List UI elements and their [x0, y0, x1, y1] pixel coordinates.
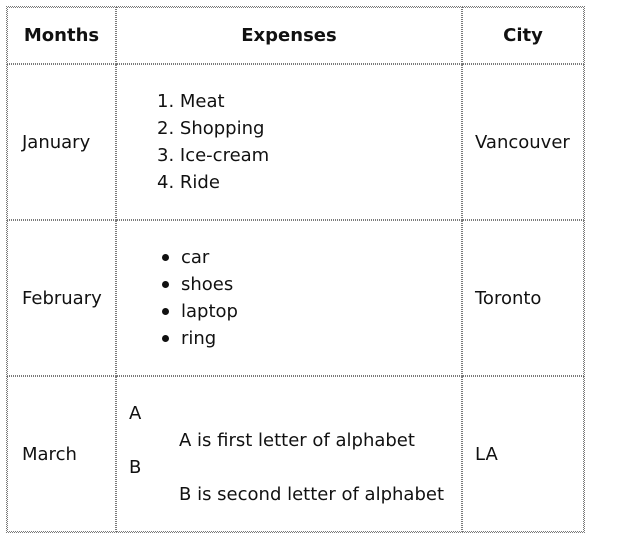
definition-term: A — [129, 403, 142, 424]
header-row: Months Expenses City — [7, 7, 584, 64]
definition-list: A A is first letter of alphabet B B is s… — [117, 400, 461, 508]
list-item: Shopping — [179, 118, 265, 139]
header-months: Months — [7, 7, 116, 64]
definition-description: A is first letter of alphabet — [179, 430, 415, 451]
definition-description: B is second letter of alphabet — [179, 484, 444, 505]
bulleted-expense-list: car shoes laptop ring — [117, 244, 461, 352]
header-city: City — [462, 7, 584, 64]
list-item: shoes — [157, 271, 461, 298]
list-item: ring — [157, 325, 461, 352]
list-item: Meat — [179, 91, 225, 112]
expenses-cell: car shoes laptop ring — [116, 220, 462, 376]
city-cell: LA — [462, 376, 584, 532]
expenses-table: Months Expenses City January Meat Shoppi… — [6, 6, 585, 533]
list-item: laptop — [157, 298, 461, 325]
table-row: March A A is first letter of alphabet B … — [7, 376, 584, 532]
table-row: February car shoes laptop ring Toronto — [7, 220, 584, 376]
header-expenses: Expenses — [116, 7, 462, 64]
expenses-cell: A A is first letter of alphabet B B is s… — [116, 376, 462, 532]
list-item: car — [157, 244, 461, 271]
list-item: Ice-cream — [179, 145, 270, 166]
city-cell: Toronto — [462, 220, 584, 376]
expenses-cell: Meat Shopping Ice-cream Ride — [116, 64, 462, 220]
list-item: Ride — [179, 172, 220, 193]
month-cell: March — [7, 376, 116, 532]
table-row: January Meat Shopping Ice-cream Ride Van… — [7, 64, 584, 220]
ordered-expense-list: Meat Shopping Ice-cream Ride — [117, 88, 461, 196]
month-cell: January — [7, 64, 116, 220]
month-cell: February — [7, 220, 116, 376]
definition-term: B — [129, 457, 142, 478]
city-cell: Vancouver — [462, 64, 584, 220]
